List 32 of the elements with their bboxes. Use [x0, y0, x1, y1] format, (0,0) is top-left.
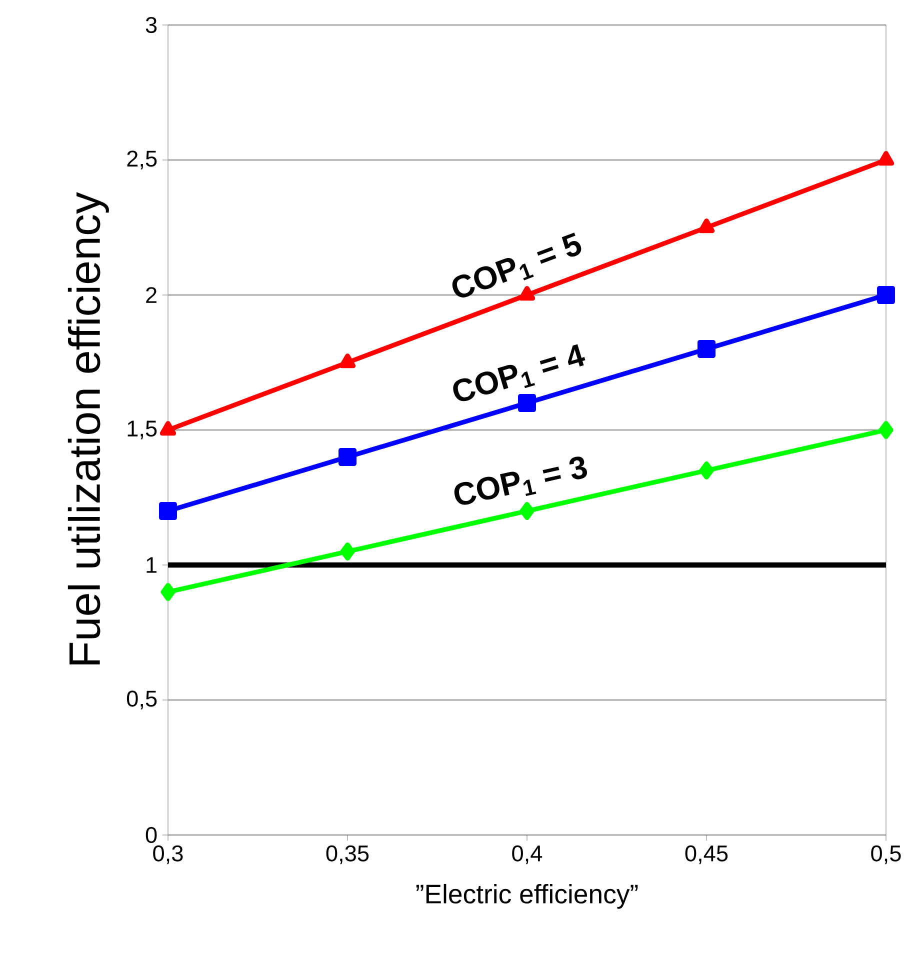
text: COP$_{1}$ = 3: [454, 456, 588, 505]
point: [878, 150, 894, 166]
point: [158, 502, 177, 520]
y-axis-title: Fuel utilization efficiency: [68, 192, 109, 664]
point: [518, 394, 536, 412]
y-tick-label: 2: [146, 287, 156, 303]
point: [338, 448, 356, 466]
point: [878, 420, 894, 439]
point: [160, 420, 176, 436]
x-tick-label: 0,3: [153, 845, 183, 864]
x-tick-label: 0,4: [512, 845, 542, 864]
point: [698, 340, 716, 358]
point: [518, 286, 536, 301]
y-tick-label: 0: [146, 826, 157, 844]
y-tick-label: 0,5: [126, 690, 157, 710]
point: [699, 462, 714, 480]
x-tick-label: 0,5: [871, 845, 901, 864]
x-tick-label: 0,35: [326, 845, 369, 864]
x-axis-title: ”Electric efficiency”: [416, 884, 638, 909]
point: [877, 286, 896, 304]
point: [520, 502, 534, 520]
point: [698, 218, 715, 234]
y-tick-label: 2,5: [127, 150, 157, 170]
y-tick-label: 1,5: [128, 420, 157, 440]
point: [160, 583, 176, 601]
point: [340, 542, 355, 560]
text: COP$_{1}$ = 4: [453, 344, 586, 402]
y-tick-label: 3: [146, 16, 157, 34]
text: COP$_{1}$ = 5: [452, 232, 582, 298]
y-tick-label: 1: [146, 557, 156, 573]
point: [339, 354, 356, 368]
x-tick-label: 0,45: [685, 845, 728, 864]
